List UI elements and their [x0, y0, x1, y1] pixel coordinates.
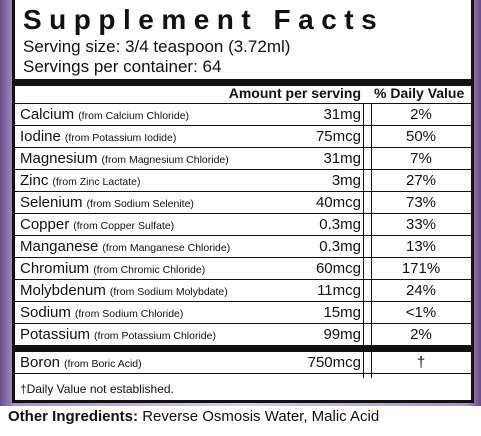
nutrient: Manganese: [20, 238, 99, 255]
amount: 31mg: [323, 150, 361, 167]
amount: 15mg: [323, 304, 361, 321]
nutrient-row: Molybdenum (from Sodium Molybdate) 11mcg 24…: [15, 280, 471, 302]
nutrient: Chromium: [20, 260, 90, 277]
nutrient-source: (from Zinc Lactate): [52, 176, 141, 188]
nutrient-source: (from Potassium Iodide): [64, 132, 177, 144]
nutrient-source: (from Calcium Chloride): [78, 110, 190, 122]
divider: [15, 103, 471, 104]
nutrient: Calcium: [20, 106, 75, 123]
panel-title: Supplement Facts: [23, 4, 385, 35]
nutrient-source: (from Manganese Chloride): [102, 242, 231, 254]
nutrient-row: Sodium (from Sodium Chloride) 15mg <1%: [15, 302, 471, 324]
amount: 0.3mg: [319, 216, 361, 233]
nutrient-source: (from Copper Sulfate): [73, 220, 175, 232]
nutrient: Molybdenum: [20, 282, 106, 299]
daily-value: 13%: [405, 238, 437, 255]
nutrient-name: Calcium (from Calcium Chloride): [20, 106, 189, 123]
other-text: Reverse Osmosis Water, Malic Acid: [142, 408, 380, 425]
supplement-facts-panel: Supplement Facts Serving size: 3/4 teasp…: [12, 0, 474, 403]
nutrient: Copper: [20, 216, 70, 233]
other-label: Other Ingredients:: [8, 408, 139, 425]
dv-header: % Daily Value: [374, 85, 465, 101]
nutrient-row: Copper (from Copper Sulfate) 0.3mg 33%: [15, 214, 471, 236]
daily-value: 24%: [405, 282, 437, 299]
other-ingredients: Other Ingredients: Reverse Osmosis Water…: [8, 408, 379, 425]
amount: 11mcg: [317, 282, 361, 299]
nutrient-name: Copper (from Copper Sulfate): [20, 216, 174, 233]
amount: 750mcg: [307, 354, 361, 371]
daily-value: 27%: [405, 172, 437, 189]
nutrient-name: Potassium (from Potassium Chloride): [20, 326, 216, 343]
nutrient-row: Chromium (from Chromic Chloride) 60mcg 171%: [15, 258, 471, 280]
nutrient-source: (from Potassium Chloride): [94, 330, 216, 342]
daily-value: 171%: [401, 260, 441, 277]
footnote: †Daily Value not established.: [20, 382, 174, 396]
daily-value: 2%: [410, 106, 432, 123]
divider: [15, 79, 471, 86]
nutrient-row: Manganese (from Manganese Chloride) 0.3mg 1…: [15, 236, 471, 258]
serving-size: Serving size: 3/4 teaspoon (3.72ml): [23, 37, 291, 56]
nutrient-name: Selenium (from Sodium Selenite): [20, 194, 194, 211]
nutrient: Zinc: [20, 172, 49, 189]
daily-value: 33%: [405, 216, 437, 233]
daily-value: 50%: [405, 128, 437, 145]
nutrient-row: Selenium (from Sodium Selenite) 40mcg 73%: [15, 192, 471, 214]
nutrient: Iodine: [20, 128, 61, 145]
amount: 75mcg: [315, 128, 361, 145]
nutrient: Selenium: [20, 194, 83, 211]
nutrient-name: Sodium (from Sodium Chloride): [20, 304, 183, 321]
nutrient: Boron: [20, 354, 61, 371]
nutrient-source: (from Boric Acid): [64, 358, 142, 370]
nutrient: Magnesium: [20, 150, 98, 167]
amount: 0.3mg: [319, 238, 361, 255]
nutrient-source: (from Sodium Molybdate): [109, 286, 228, 298]
servings-per-container: Servings per container: 64: [23, 57, 222, 76]
nutrient-name: Iodine (from Potassium Iodide): [20, 128, 176, 145]
nutrient: Sodium: [20, 304, 71, 321]
amount: 60mcg: [315, 260, 361, 277]
nutrient: Potassium: [20, 326, 91, 343]
nutrient-row: Boron (from Boric Acid) 750mcg †: [15, 352, 471, 374]
divider: [15, 345, 471, 352]
nutrient-source: (from Magnesium Chloride): [101, 154, 229, 166]
daily-value: 73%: [405, 194, 437, 211]
daily-value: 2%: [410, 326, 432, 343]
nutrient-name: Zinc (from Zinc Lactate): [20, 172, 140, 189]
nutrient-row: Calcium (from Calcium Chloride) 31mg 2%: [15, 104, 471, 126]
daily-value: †: [416, 354, 426, 371]
column-divider: [363, 104, 364, 378]
nutrient-name: Magnesium (from Magnesium Chloride): [20, 150, 229, 167]
nutrient-row: Potassium (from Potassium Chloride) 99mg 2%: [15, 324, 471, 346]
amount: 99mg: [323, 326, 361, 343]
nutrient-name: Chromium (from Chromic Chloride): [20, 260, 205, 277]
nutrient-name: Boron (from Boric Acid): [20, 354, 142, 371]
nutrient-name: Manganese (from Manganese Chloride): [20, 238, 230, 255]
nutrient-name: Molybdenum (from Sodium Molybdate): [20, 282, 228, 299]
nutrient-row: Zinc (from Zinc Lactate) 3mg 27%: [15, 170, 471, 192]
amount: 31mg: [323, 106, 361, 123]
nutrient-source: (from Sodium Selenite): [86, 198, 194, 210]
daily-value: <1%: [405, 304, 437, 321]
nutrient-row: Iodine (from Potassium Iodide) 75mcg 50%: [15, 126, 471, 148]
amount: 40mcg: [315, 194, 361, 211]
daily-value: 7%: [410, 150, 432, 167]
amount-header: Amount per serving: [228, 85, 361, 101]
amount: 3mg: [331, 172, 361, 189]
nutrient-source: (from Sodium Chloride): [74, 308, 184, 320]
column-divider: [371, 104, 372, 378]
nutrient-source: (from Chromic Chloride): [93, 264, 206, 276]
nutrient-row: Magnesium (from Magnesium Chloride) 31mg 7%: [15, 148, 471, 170]
